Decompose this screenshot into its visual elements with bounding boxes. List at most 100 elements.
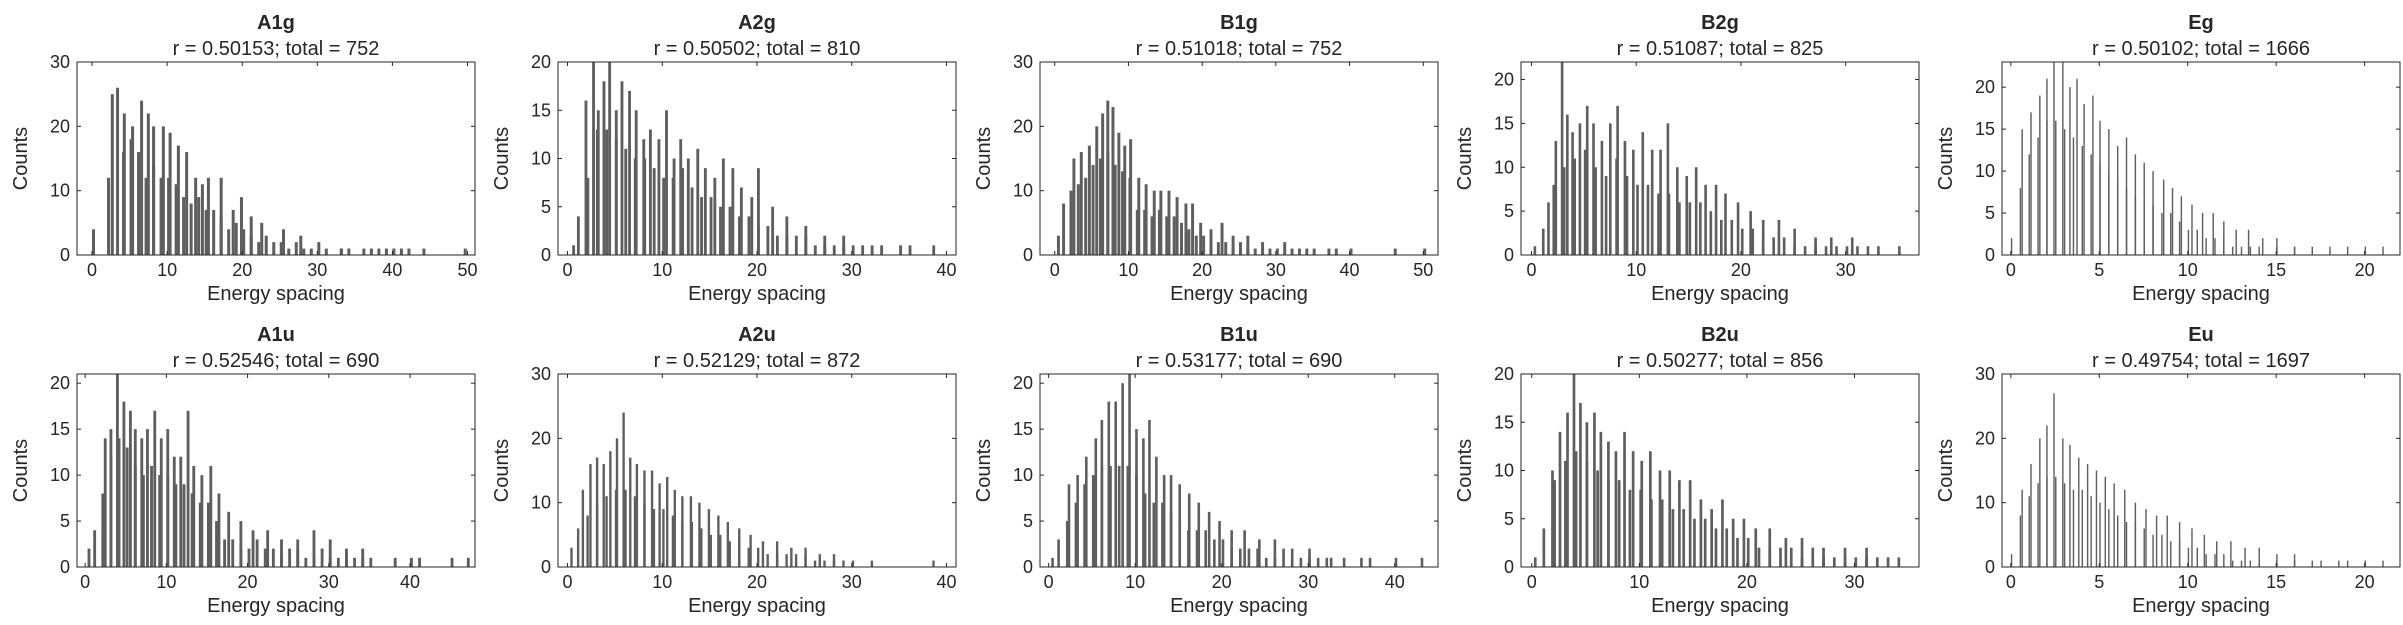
y-tick-label: 0 — [1985, 557, 1995, 577]
histogram-bar — [87, 548, 91, 567]
histogram-bar — [2010, 238, 2013, 255]
histogram-spike — [1608, 123, 1612, 255]
histogram-bar — [1091, 164, 1095, 255]
histogram-bar — [1772, 237, 1775, 255]
histogram-spike — [1685, 176, 1689, 255]
plot-frame — [76, 373, 476, 568]
histogram-spike — [1094, 438, 1098, 567]
histogram-bar — [1671, 509, 1675, 567]
histogram-bar — [1646, 184, 1650, 255]
histogram-bar — [932, 560, 935, 567]
histogram-bar — [392, 248, 396, 255]
y-tick-label: 0 — [541, 557, 551, 577]
x-tick-label: 0 — [562, 572, 572, 592]
histogram-spike — [128, 410, 132, 567]
histogram-bar — [1564, 460, 1567, 567]
histogram-bar — [324, 248, 328, 255]
histogram-bar — [766, 554, 769, 567]
y-tick-label: 0 — [1504, 245, 1514, 265]
histogram-spike — [1800, 538, 1804, 567]
histogram-bar — [1625, 176, 1629, 255]
histogram-bar — [215, 521, 218, 567]
histogram-spike — [642, 139, 646, 255]
histogram-spike — [738, 528, 741, 567]
histogram-spike — [227, 511, 231, 567]
x-tick-label: 5 — [2094, 260, 2104, 280]
histogram-bar — [2187, 229, 2190, 255]
histogram-spike — [634, 110, 638, 255]
histogram-bar — [466, 557, 470, 567]
histogram-spike — [665, 110, 668, 255]
histogram-spike — [1623, 431, 1626, 567]
plot-frame — [2001, 61, 2401, 256]
x-tick-label: 20 — [1192, 260, 1212, 280]
histogram-bar — [1720, 219, 1723, 255]
histogram-spike — [2346, 246, 2349, 255]
histogram-spike — [1135, 429, 1138, 567]
histogram-spike — [1566, 114, 1569, 256]
histogram-bar — [336, 557, 340, 567]
histogram-spike — [602, 81, 606, 255]
histogram-spike — [2191, 204, 2193, 255]
histogram-spike — [1111, 107, 1115, 256]
histogram-bar — [1334, 248, 1338, 255]
y-tick-label: 30 — [1975, 364, 1995, 384]
histogram-spike — [266, 530, 270, 567]
histogram-spike — [2162, 179, 2165, 255]
histogram-bar — [1297, 248, 1301, 255]
histogram-bar — [813, 245, 817, 255]
histogram-bar — [1420, 557, 1424, 567]
histogram-bar — [1204, 530, 1207, 567]
x-tick-label: 30 — [1298, 572, 1318, 592]
y-tick-label: 10 — [50, 465, 70, 485]
histogram-bar — [1714, 528, 1718, 567]
panel-title: A2u — [738, 324, 776, 346]
y-tick-label: 20 — [50, 116, 70, 136]
histogram-spike — [1736, 202, 1740, 255]
histogram-spike — [217, 493, 221, 567]
histogram-bar — [2311, 560, 2313, 567]
histogram-panel-eu: 0 5 10 15 20 0 10 20 30 Eu r = 0.49754; total = 16… — [1935, 324, 2401, 617]
histogram-spike — [1814, 237, 1817, 255]
histogram-spike — [620, 81, 624, 255]
histogram-bar — [93, 530, 97, 567]
histogram-spike — [1850, 237, 1854, 255]
histogram-bar — [1051, 557, 1054, 567]
histogram-spike — [206, 177, 210, 255]
histogram-bar — [870, 245, 874, 255]
histogram-bar — [624, 489, 627, 567]
y-tick-label: 20 — [1494, 70, 1514, 90]
histogram-spike — [2338, 560, 2340, 567]
x-tick-label: 20 — [2355, 260, 2375, 280]
histogram-bar — [2170, 541, 2172, 567]
histogram-spike — [643, 470, 646, 567]
histogram-spike — [595, 457, 599, 567]
histogram-spike — [185, 152, 189, 255]
histogram-bar — [823, 560, 826, 567]
histogram-spike — [1566, 412, 1569, 567]
histogram-bar — [1898, 246, 1901, 255]
histogram-spike — [648, 129, 652, 255]
histogram-spike — [172, 456, 176, 567]
plot-frame — [1039, 61, 1439, 256]
x-axis-label: Energy spacing — [1651, 595, 1789, 617]
histogram-spike — [832, 554, 836, 567]
plot-frame — [76, 61, 476, 256]
histogram-spike — [1230, 530, 1233, 567]
histogram-spike — [377, 248, 381, 255]
histogram-bar — [198, 502, 202, 567]
histogram-bar — [1393, 248, 1397, 255]
histogram-bar — [1533, 246, 1537, 255]
histogram-spike — [2099, 120, 2101, 255]
histogram-bar — [1342, 557, 1346, 567]
histogram-spike — [707, 509, 711, 567]
histogram-spike — [1688, 480, 1692, 567]
histogram-spike — [384, 248, 388, 255]
x-tick-label: 0 — [562, 260, 572, 280]
histogram-spike — [775, 541, 779, 567]
histogram-spike — [1676, 167, 1679, 255]
panel-subtitle: r = 0.51087; total = 825 — [1617, 38, 1824, 60]
histogram-bar — [662, 509, 665, 567]
histogram-spike — [2364, 560, 2367, 567]
